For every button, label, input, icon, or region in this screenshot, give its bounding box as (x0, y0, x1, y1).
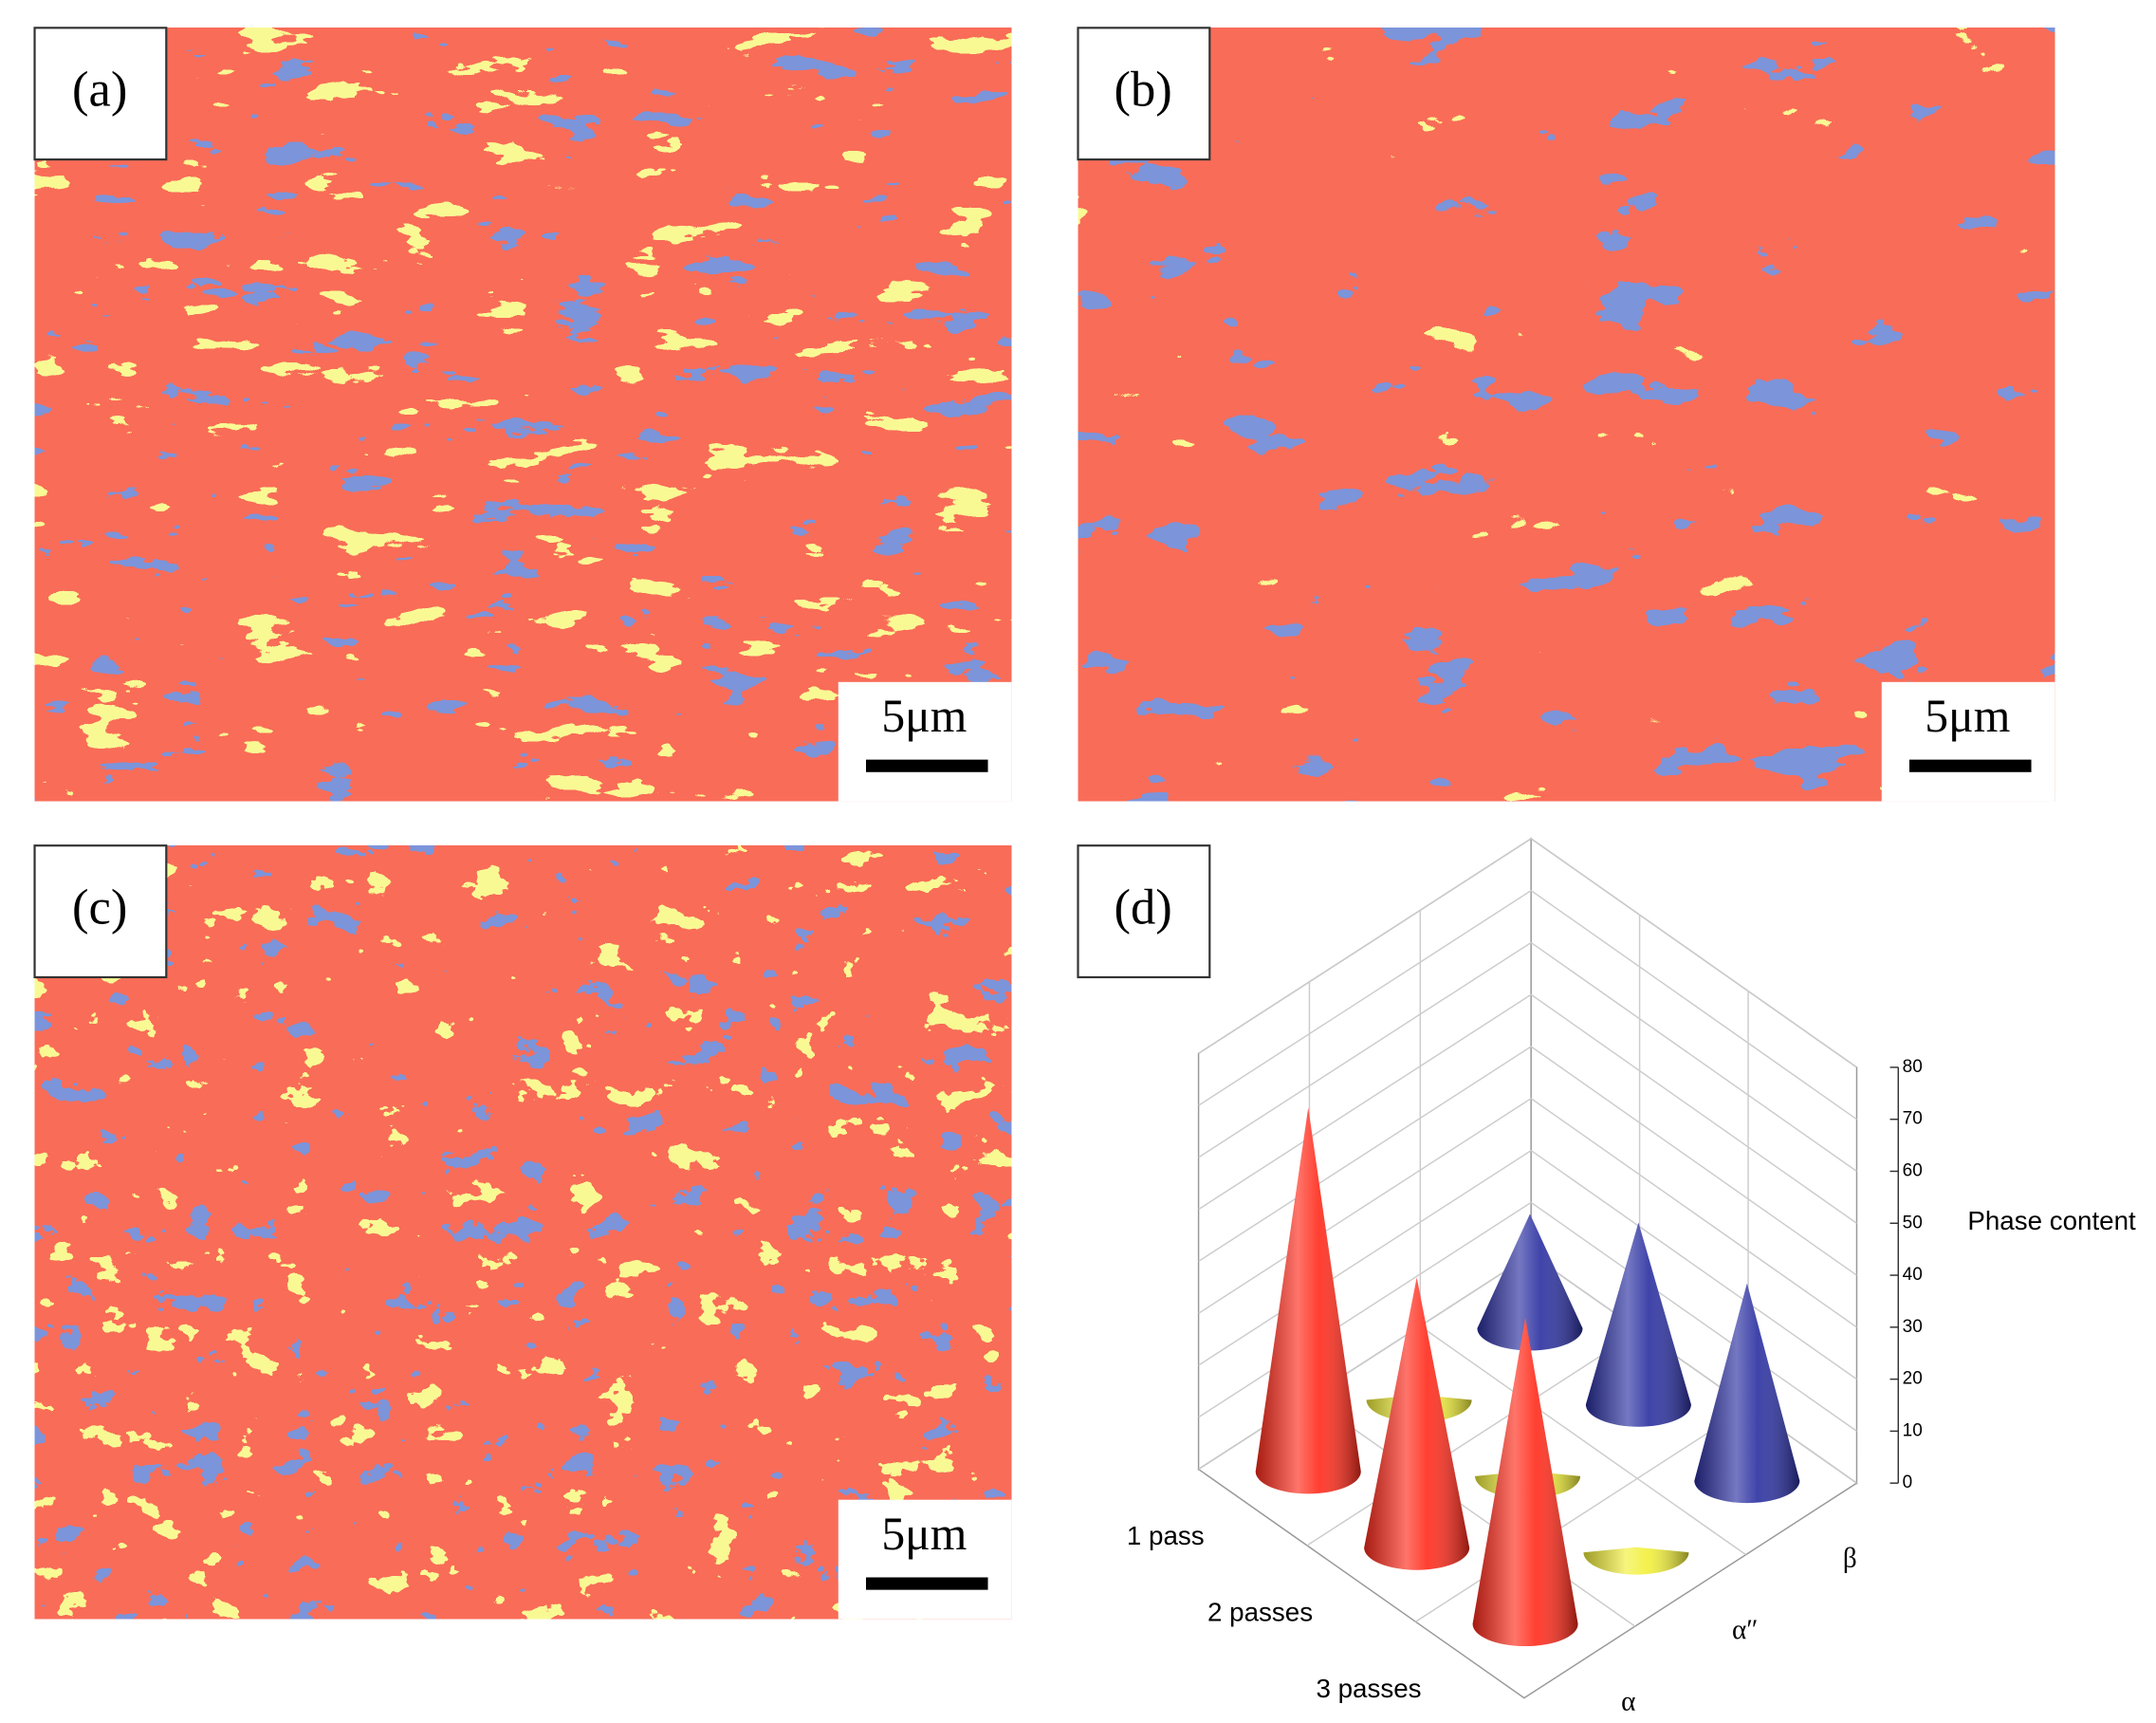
x-tick-label: 1 pass (1127, 1521, 1205, 1550)
scale-bar-label: 5μm (881, 690, 967, 742)
x-tick-label: 2 passes (1207, 1598, 1313, 1627)
scale-bar (865, 1577, 988, 1590)
scale-bar (1908, 759, 2032, 772)
panel-label-box (33, 844, 168, 979)
scale-bar-box (838, 1499, 1012, 1620)
panel-label: (c) (72, 880, 127, 935)
panel-label: (d) (1115, 880, 1172, 935)
floor-grid (1306, 1329, 1641, 1547)
x-tick-label: 3 passes (1316, 1674, 1421, 1703)
y-tick-label: 0 (1903, 1473, 1913, 1492)
floor-grid (1309, 1397, 1636, 1627)
grid-line (1198, 838, 1857, 1068)
cone-shade (1477, 1214, 1583, 1351)
panel-label: (a) (72, 63, 127, 118)
y-tick-label: 10 (1903, 1420, 1923, 1440)
y-tick-label: 40 (1903, 1265, 1923, 1285)
cone-shade (1364, 1277, 1470, 1570)
phase-label: α (1621, 1686, 1635, 1716)
cone-shade (1472, 1317, 1578, 1647)
phase-label: β (1843, 1543, 1857, 1573)
cone-shade (1585, 1222, 1691, 1427)
y-tick-label: 50 (1903, 1213, 1923, 1232)
grid-line (1198, 889, 1857, 1121)
y-tick-label: 60 (1903, 1161, 1923, 1181)
phase-label: α″ (1732, 1615, 1758, 1645)
panel-label: (b) (1115, 63, 1172, 118)
scale-bar-label: 5μm (881, 1508, 967, 1560)
scale-bar-label: 5μm (1925, 690, 2010, 742)
cone-shade (1255, 1107, 1361, 1494)
scale-bar-box (1881, 681, 2055, 802)
phase-map (1078, 28, 2055, 802)
panel-label-box (1077, 27, 1211, 161)
cone-shade (1694, 1283, 1800, 1504)
floor-grid (1419, 1325, 1747, 1556)
y-tick-label: 30 (1903, 1317, 1923, 1337)
phase-map (34, 28, 1012, 802)
panel-label-box (33, 27, 168, 161)
cone-shade (1583, 1547, 1689, 1575)
y-tick-label: 70 (1903, 1109, 1923, 1129)
panel-label-box (1077, 844, 1211, 979)
floor-grid (1415, 1406, 1749, 1622)
phase-map (34, 845, 1012, 1620)
scale-bar (865, 759, 988, 772)
y-axis-label: Phase content (1967, 1206, 2136, 1235)
grid-line (1198, 941, 1857, 1173)
y-tick-label: 80 (1903, 1057, 1923, 1077)
y-tick-label: 20 (1903, 1369, 1923, 1389)
scale-bar-box (838, 681, 1012, 802)
